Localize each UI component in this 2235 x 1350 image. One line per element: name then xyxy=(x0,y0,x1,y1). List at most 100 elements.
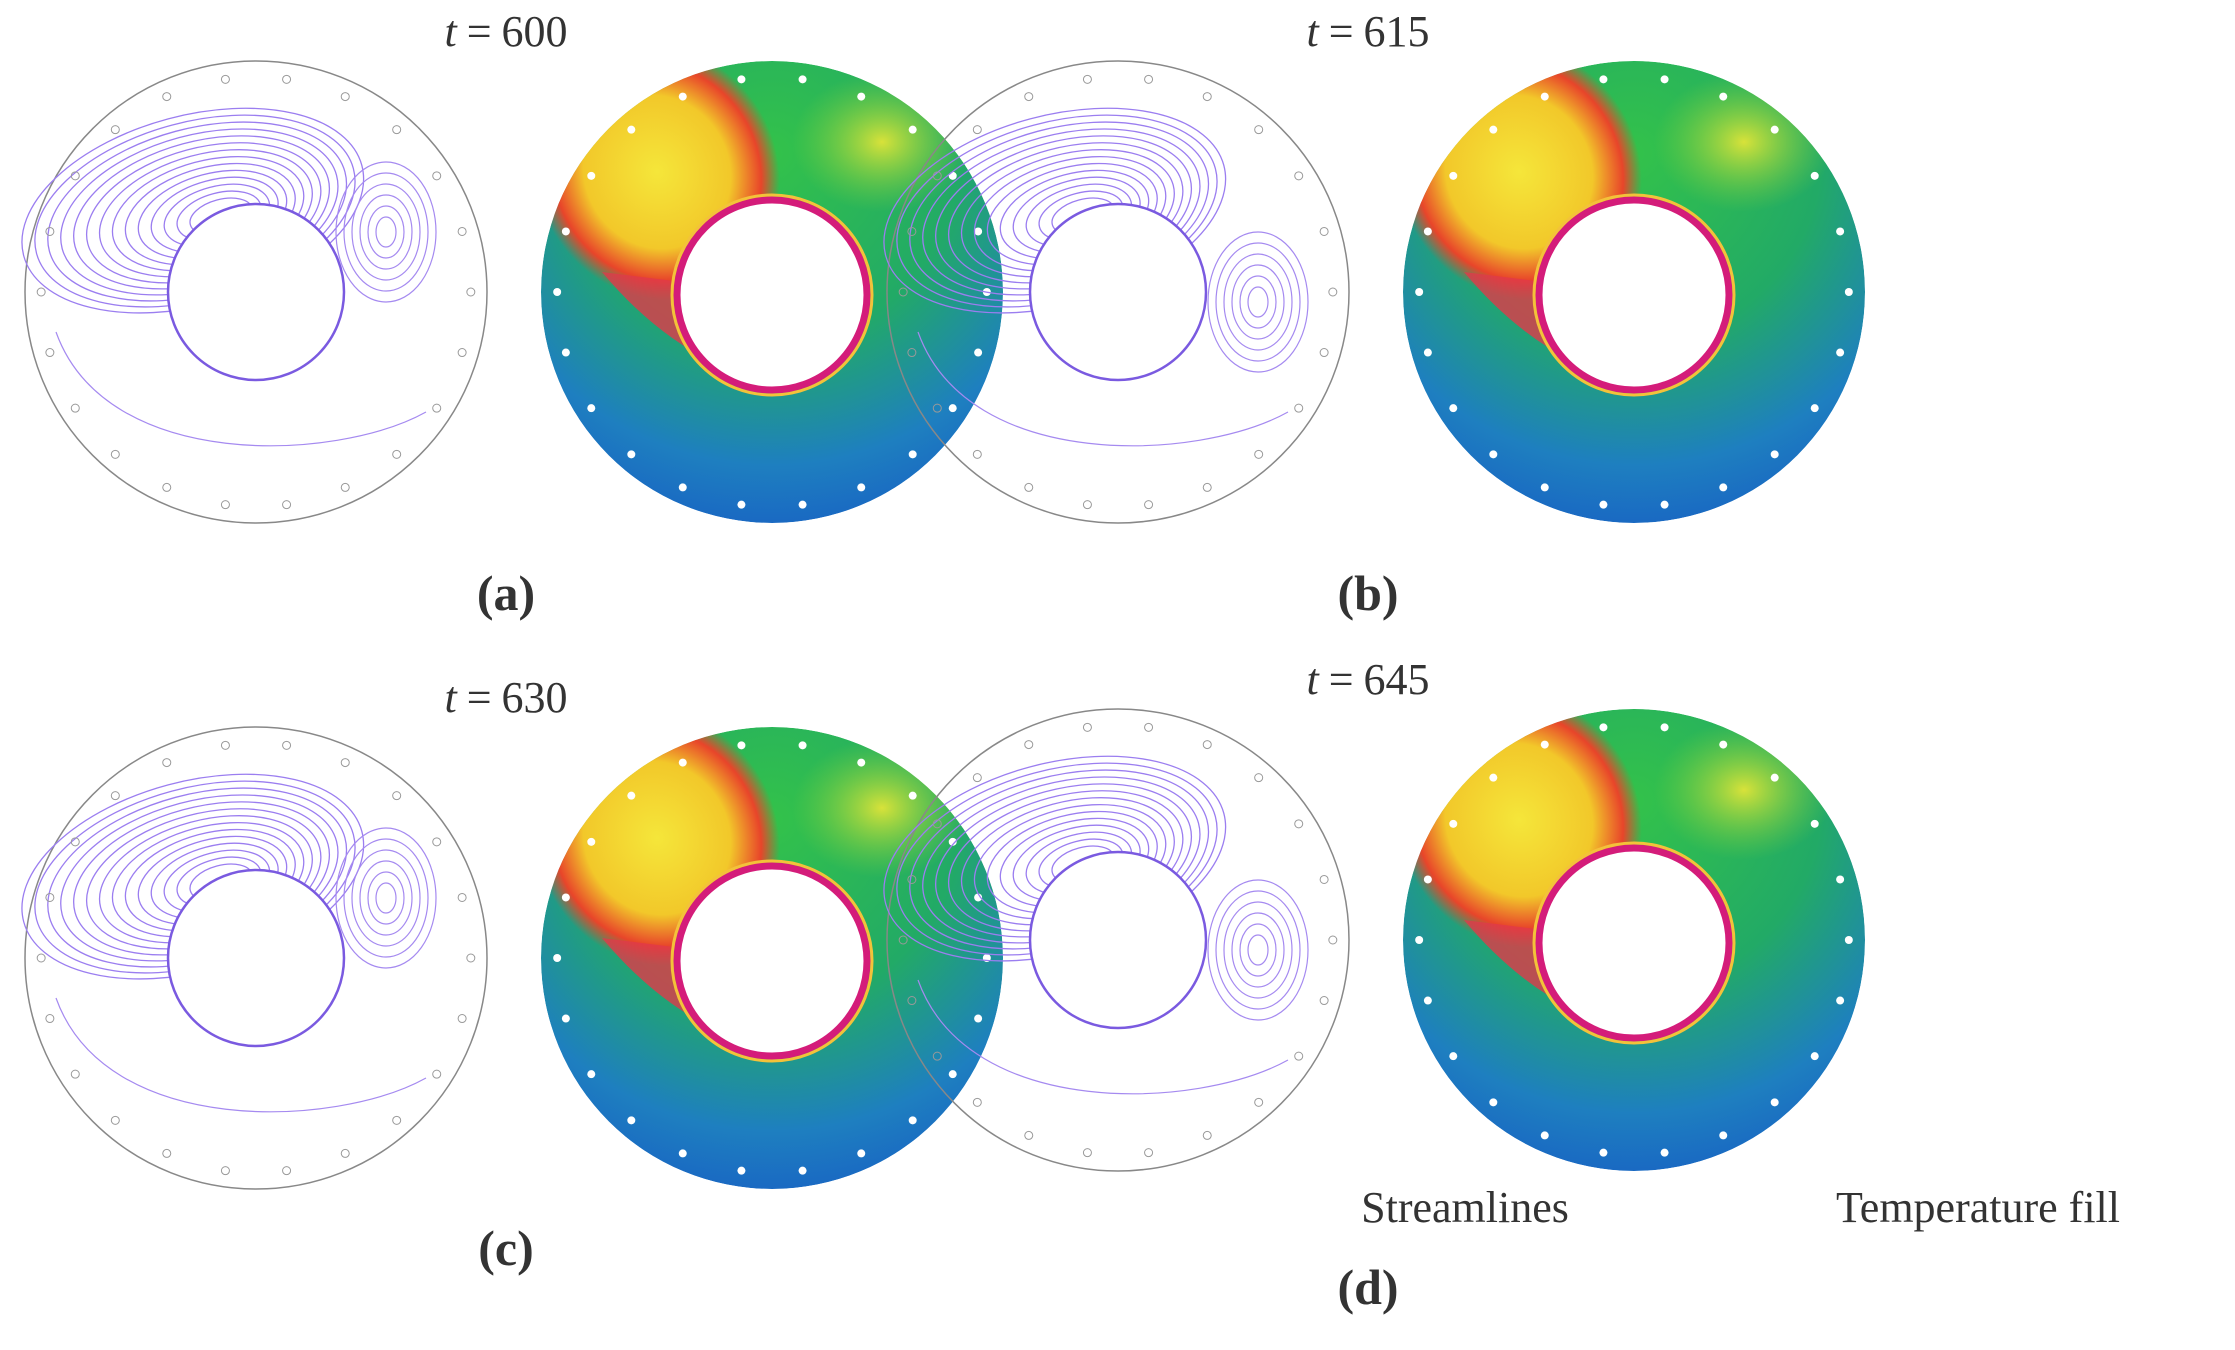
probe-dot xyxy=(282,1166,292,1176)
probe-dot xyxy=(972,1097,982,1107)
streamline-boundary xyxy=(24,726,488,1190)
time-value: 630 xyxy=(502,673,568,722)
probe-dot xyxy=(857,92,866,101)
probe-dot xyxy=(737,741,746,750)
equals: = xyxy=(467,673,492,722)
panel-title: t = 600 xyxy=(444,7,567,56)
caption: Temperature fill xyxy=(1836,1183,2120,1232)
streamline xyxy=(55,331,427,447)
probe-dot xyxy=(1254,449,1264,459)
probe-dot xyxy=(561,1014,570,1023)
probe-dot xyxy=(627,125,636,134)
probe-dot xyxy=(1810,171,1819,180)
probe-dot xyxy=(340,1148,350,1158)
probe-dot xyxy=(1254,773,1264,783)
streamline xyxy=(367,871,405,925)
time-variable: t xyxy=(1306,7,1320,56)
probe-dot xyxy=(1810,404,1819,413)
probe-dot xyxy=(457,226,467,236)
probe-dot xyxy=(392,125,402,135)
streamline xyxy=(351,183,421,281)
probe-dot xyxy=(1770,773,1779,782)
probe-dot xyxy=(1144,500,1154,510)
probe-dot xyxy=(1024,92,1034,102)
probe-dot xyxy=(220,740,230,750)
probe-dot xyxy=(948,404,957,413)
panel: t = 645 xyxy=(883,655,1865,1172)
equals: = xyxy=(1329,655,1354,704)
probe-dot xyxy=(857,483,866,492)
time-variable: t xyxy=(1306,655,1320,704)
streamline xyxy=(1247,934,1269,966)
probe-dot xyxy=(948,1070,957,1079)
panel-title: t = 645 xyxy=(1306,655,1429,704)
probe-dot xyxy=(36,287,46,297)
probe-dot xyxy=(907,348,917,358)
probe-dot xyxy=(737,1166,746,1175)
probe-dot xyxy=(432,1069,442,1079)
probe-dot xyxy=(908,1116,917,1125)
probe-dot xyxy=(1202,740,1212,750)
probe-dot xyxy=(340,758,350,768)
probe-dot xyxy=(932,1051,942,1061)
probe-dot xyxy=(627,1116,636,1125)
streamline xyxy=(917,331,1289,447)
probe-dot xyxy=(466,953,476,963)
probe-dot xyxy=(45,892,55,902)
probe-dot xyxy=(1719,483,1728,492)
probe-dot xyxy=(45,348,55,358)
probe-dot xyxy=(392,449,402,459)
warm-plume xyxy=(1654,72,1834,212)
probe-dot xyxy=(1660,723,1669,732)
time-variable: t xyxy=(444,7,458,56)
probe-dot xyxy=(1423,996,1432,1005)
probe-dot xyxy=(1660,500,1669,509)
probe-dot xyxy=(974,893,983,902)
streamline xyxy=(359,860,413,936)
probe-dot xyxy=(974,348,983,357)
streamline xyxy=(375,882,397,914)
streamline-boundary xyxy=(886,60,1350,524)
probe-dot xyxy=(907,874,917,884)
probe-dot xyxy=(1319,996,1329,1006)
probe-dot xyxy=(1415,288,1424,296)
probe-dot xyxy=(798,75,807,84)
probe-dot xyxy=(737,500,746,509)
inner-cylinder xyxy=(1028,202,1208,382)
probe-dot xyxy=(220,74,230,84)
hot-ring xyxy=(1535,844,1733,1042)
hot-ring xyxy=(1535,196,1733,394)
probe-dot xyxy=(1770,1098,1779,1107)
probe-dot xyxy=(974,1014,983,1023)
streamline xyxy=(917,979,1289,1095)
probe-dot xyxy=(907,226,917,236)
probe-dot xyxy=(220,1166,230,1176)
probe-dot xyxy=(553,954,562,962)
probe-dot xyxy=(1844,288,1853,296)
probe-dot xyxy=(932,403,942,413)
probe-dot xyxy=(1319,874,1329,884)
streamline xyxy=(367,205,405,259)
panel-title: t = 615 xyxy=(1306,7,1429,56)
probe-dot xyxy=(974,227,983,236)
probe-dot xyxy=(798,1166,807,1175)
time-value: 600 xyxy=(502,7,568,56)
probe-dot xyxy=(162,758,172,768)
probe-dot xyxy=(972,449,982,459)
probe-dot xyxy=(1836,227,1845,236)
probe-dot xyxy=(932,819,942,829)
streamline xyxy=(1239,923,1277,977)
panel-title: t = 630 xyxy=(444,673,567,722)
probe-dot xyxy=(110,791,120,801)
probe-dot xyxy=(1254,1097,1264,1107)
probe-dot xyxy=(282,74,292,84)
streamline xyxy=(1215,890,1301,1010)
probe-dot xyxy=(1449,819,1458,828)
probe-dot xyxy=(1415,936,1424,944)
streamline xyxy=(343,172,429,292)
panel-label: (b) xyxy=(1337,565,1398,621)
probe-dot xyxy=(678,483,687,492)
streamline xyxy=(1239,275,1277,329)
probe-dot xyxy=(1489,773,1498,782)
